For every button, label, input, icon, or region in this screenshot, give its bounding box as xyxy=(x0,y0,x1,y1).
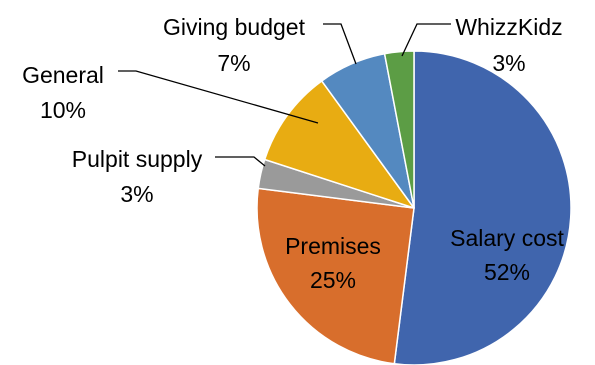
value-label-whizzkidz: 3% xyxy=(492,50,525,76)
leader-line-giving-budget xyxy=(323,23,357,65)
pie-slice-premises xyxy=(256,187,415,365)
pie-slice-whizzkidz xyxy=(383,50,415,209)
slice-labels: Salary cost 52% Premises 25% Pulpit supply 3%… xyxy=(22,14,564,293)
value-label-salary-cost: 52% xyxy=(484,259,530,285)
value-label-pulpit-supply: 3% xyxy=(120,181,153,207)
value-label-general: 10% xyxy=(40,97,86,123)
pie-slice-salary-cost xyxy=(393,50,572,365)
category-label-premises: Premises xyxy=(285,233,381,259)
category-label-salary-cost: Salary cost xyxy=(450,225,564,251)
leader-line-pulpit-supply xyxy=(215,156,266,167)
category-label-pulpit-supply: Pulpit supply xyxy=(72,146,203,172)
category-label-general: General xyxy=(22,62,104,88)
category-label-giving-budget: Giving budget xyxy=(163,14,306,40)
value-label-premises: 25% xyxy=(310,267,356,293)
category-label-whizzkidz: WhizzKidz xyxy=(455,14,562,40)
pie-slices xyxy=(256,50,572,365)
leader-line-general xyxy=(118,70,319,124)
leader-lines xyxy=(118,23,451,167)
leader-line-whizzkidz xyxy=(401,23,451,57)
value-label-giving-budget: 7% xyxy=(217,50,250,76)
pie-slice-general xyxy=(263,80,415,209)
